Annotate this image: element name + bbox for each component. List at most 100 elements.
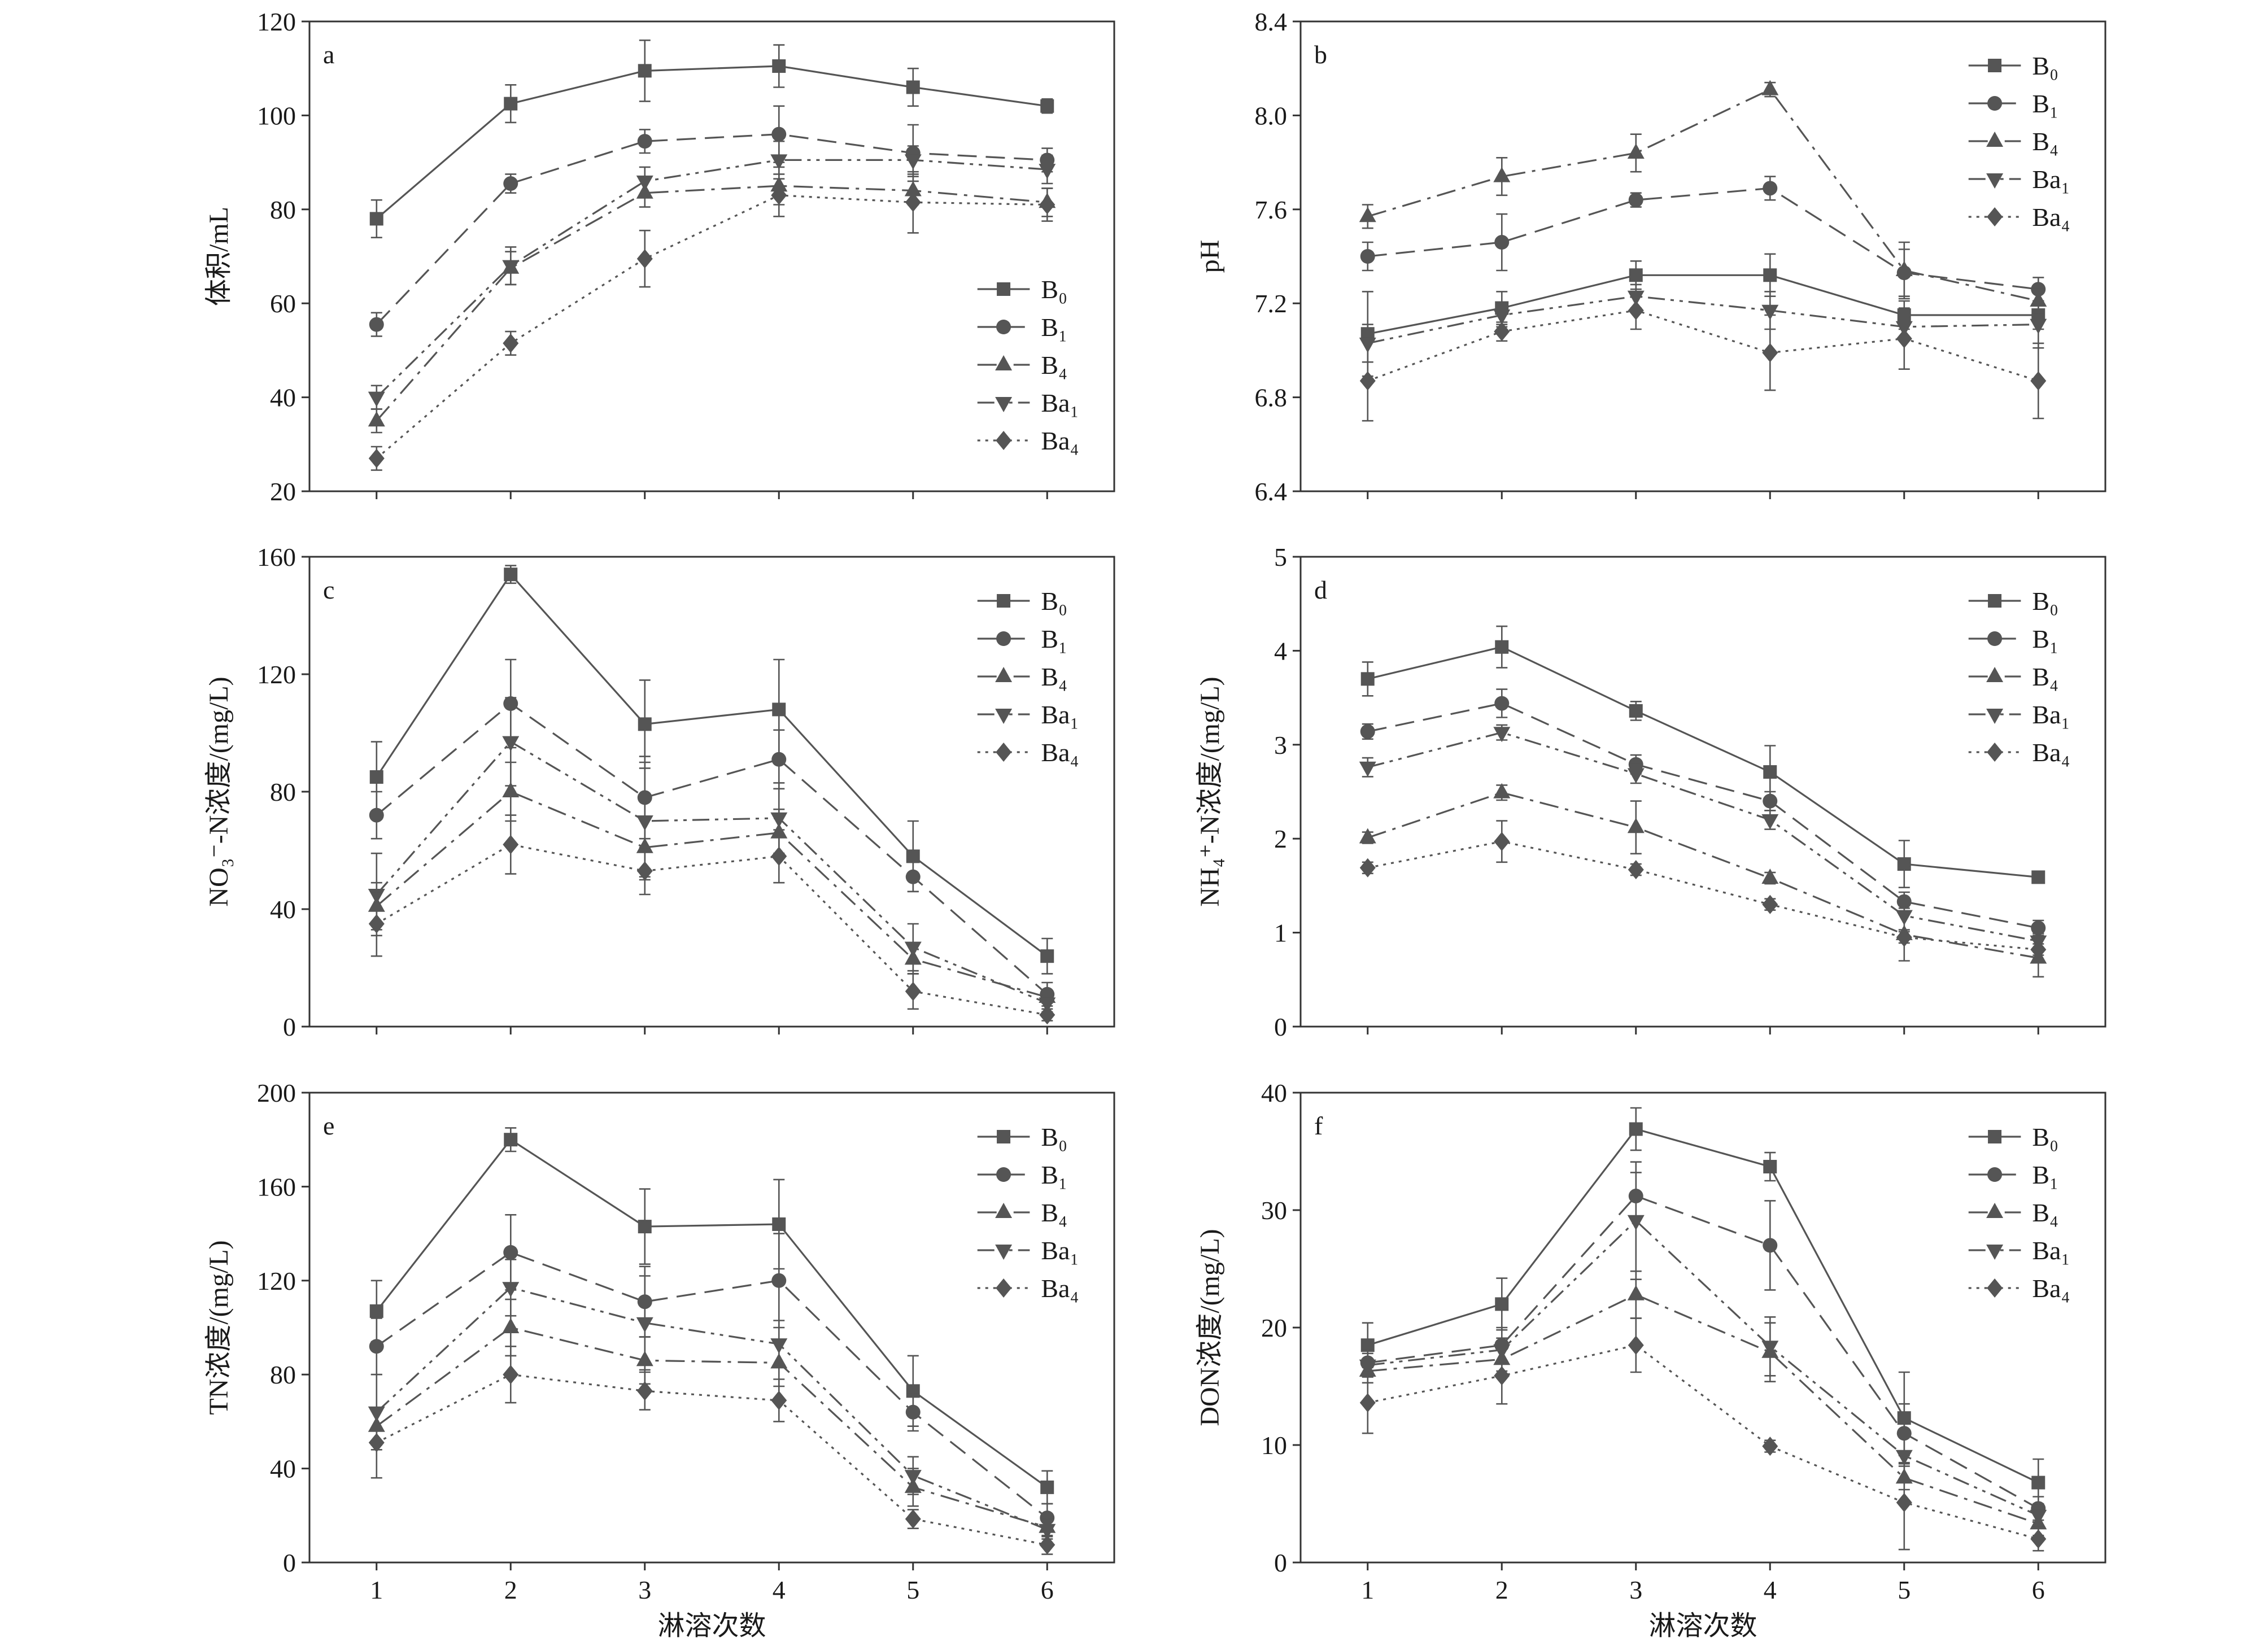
line-f-ba1 (1367, 1219, 2039, 1517)
series-e-ba1 (368, 1259, 1056, 1540)
legend-label-c-ba4: Ba₄ (1041, 738, 1079, 767)
point-c-b1-1 (369, 807, 384, 823)
point-f-b0-6 (2031, 1476, 2045, 1490)
y-tick-label-d-4: 3 (1274, 731, 1287, 759)
point-a-ba4-4 (771, 185, 787, 205)
legend-marker-f-b4 (1986, 1203, 2004, 1218)
point-a-ba1-5 (904, 154, 922, 170)
point-e-ba4-5 (905, 1509, 921, 1529)
y-tick-label-e-2: 40 (270, 1455, 296, 1483)
y-tick-label-f-2: 10 (1261, 1431, 1287, 1460)
point-a-ba4-3 (636, 249, 653, 269)
point-d-ba1-1 (1359, 761, 1376, 777)
point-d-b1-2 (1494, 696, 1510, 711)
legend-d: B₀ B₁ B₄ Ba₁ Ba₄ (1968, 587, 2070, 767)
series-c-ba4 (368, 814, 1056, 1025)
x-axis-label-e: 淋溶次数 (657, 1611, 766, 1641)
point-e-b0-1 (369, 1304, 383, 1318)
point-e-ba1-4 (770, 1338, 788, 1354)
point-c-b0-5 (906, 849, 920, 863)
legend-label-b-ba4: Ba₄ (2032, 203, 2070, 232)
point-c-ba1-4 (770, 812, 788, 828)
point-f-ba4-2 (1494, 1366, 1510, 1386)
y-tick-label-d-1: 0 (1274, 1012, 1287, 1041)
point-d-b4-3 (1627, 818, 1645, 833)
point-b-b4-4 (1761, 80, 1779, 95)
legend-label-f-b4: B₄ (2032, 1198, 2058, 1227)
point-b-b1-2 (1494, 235, 1510, 250)
series-e-b1 (369, 1214, 1055, 1533)
line-b-ba1 (1367, 295, 2039, 344)
legend-marker-f-b0 (1988, 1130, 2002, 1143)
point-a-b1-4 (771, 126, 787, 142)
y-tick-label-a-3: 60 (270, 289, 296, 318)
panel-letter-d: d (1314, 575, 1327, 604)
point-b-b4-5 (1895, 261, 1913, 276)
point-e-ba4-3 (636, 1381, 653, 1401)
series-d-ba1 (1359, 724, 2047, 951)
legend-label-a-b1: B₁ (1041, 313, 1067, 342)
y-tick-label-c-1: 0 (283, 1012, 296, 1041)
y-tick-label-b-1: 6.4 (1255, 477, 1288, 506)
legend-marker-d-ba1 (1986, 709, 2004, 724)
point-b-b1-4 (1763, 181, 1778, 196)
point-f-b0-3 (1629, 1122, 1643, 1136)
point-c-b1-4 (771, 752, 787, 767)
point-b-ba1-4 (1761, 304, 1779, 320)
point-e-b4-2 (502, 1318, 520, 1333)
point-f-b0-2 (1495, 1297, 1509, 1311)
point-c-b0-1 (369, 770, 383, 784)
series-e-ba4 (368, 1346, 1056, 1555)
series-d-b0 (1360, 625, 2045, 888)
x-tick-label-f-3: 3 (1629, 1575, 1642, 1604)
point-d-b4-1 (1359, 828, 1376, 844)
legend-label-b-b1: B₁ (2032, 89, 2058, 118)
line-d-b0 (1367, 646, 2039, 878)
series-a-b0 (369, 40, 1054, 238)
y-axis-label-f: DON浓度/(mg/L) (1195, 1229, 1225, 1426)
legend-label-b-ba1: Ba₁ (2032, 165, 2070, 194)
point-c-ba1-2 (502, 736, 520, 752)
legend-label-d-b4: B₄ (2032, 662, 2058, 691)
legend-marker-e-b0 (997, 1130, 1011, 1143)
point-d-ba1-3 (1627, 768, 1645, 784)
legend-label-e-ba4: Ba₄ (1041, 1274, 1079, 1303)
point-b-ba1-2 (1493, 309, 1511, 325)
line-e-b4 (376, 1326, 1048, 1529)
line-b-b1 (1367, 187, 2039, 290)
point-e-ba1-6 (1039, 1524, 1056, 1539)
point-e-b1-1 (369, 1339, 384, 1354)
point-c-b4-2 (502, 782, 520, 797)
point-d-ba1-5 (1895, 910, 1913, 926)
y-tick-label-f-4: 30 (1261, 1196, 1287, 1225)
legend-label-e-b0: B₀ (1041, 1123, 1067, 1151)
point-e-ba4-6 (1039, 1535, 1056, 1555)
point-d-ba4-2 (1494, 832, 1510, 852)
point-b-ba4-1 (1359, 371, 1376, 391)
y-tick-label-d-2: 1 (1274, 919, 1287, 948)
point-a-b0-1 (369, 212, 383, 226)
line-f-b4 (1367, 1294, 2039, 1525)
legend-f: B₀ B₁ B₄ Ba₁ Ba₄ (1968, 1123, 2070, 1303)
legend-label-a-ba4: Ba₄ (1041, 426, 1079, 455)
point-b-b4-2 (1493, 167, 1511, 182)
legend-label-c-b0: B₀ (1041, 587, 1067, 616)
panel-letter-b: b (1314, 40, 1327, 69)
legend-marker-e-b4 (995, 1203, 1013, 1218)
series-a-ba1 (368, 140, 1056, 410)
x-tick-label-f-2: 2 (1495, 1575, 1508, 1604)
series-c-ba1 (368, 697, 1056, 1013)
legend-label-f-ba1: Ba₁ (2032, 1236, 2070, 1265)
point-c-b0-3 (638, 717, 652, 731)
point-e-ba1-5 (904, 1470, 922, 1486)
legend-marker-b-ba1 (1986, 173, 2004, 189)
y-tick-label-b-6: 8.4 (1255, 7, 1288, 36)
y-tick-label-a-4: 80 (270, 195, 296, 224)
point-d-ba4-3 (1628, 860, 1644, 880)
panel-d: 0 1 2 3 4 5 NH₄⁺-N浓度/(mg/L) d B₀ B₁ B₄ Ba₁ Ba₄ (1195, 543, 2106, 1041)
point-a-ba1-2 (502, 260, 520, 276)
point-a-ba1-4 (770, 154, 788, 170)
point-d-ba4-4 (1762, 894, 1778, 914)
y-tick-label-b-4: 7.6 (1255, 195, 1288, 224)
legend-label-b-b0: B₀ (2032, 51, 2058, 80)
